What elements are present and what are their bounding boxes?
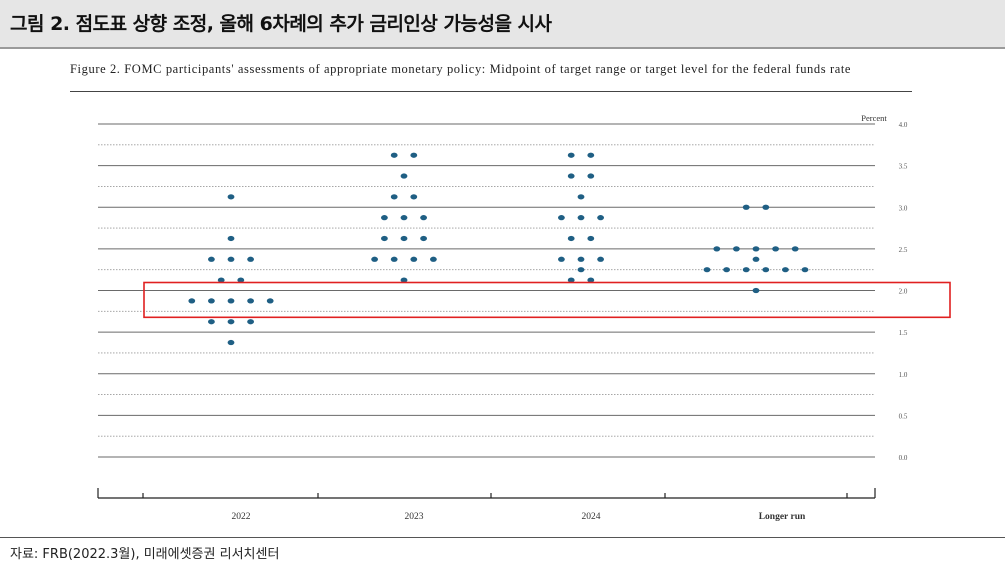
dot-mark [723,267,730,273]
dot-mark [597,256,604,262]
dot-mark [227,235,235,242]
dot-mark [217,277,225,283]
dot-mark [801,267,809,273]
dot-mark [577,215,585,221]
dot-mark [782,267,789,273]
dot-mark [577,256,585,262]
dot-mark [266,298,274,304]
dot-mark [567,235,575,242]
dot-mark [227,339,235,346]
dot-mark [587,277,595,283]
dot-mark [733,246,740,252]
dot-mark [752,256,760,262]
dot-mark [390,256,398,262]
dot-mark [390,152,398,158]
dot-mark [587,152,595,158]
dot-mark [247,298,255,304]
dot-mark [791,246,799,252]
dot-mark [742,204,750,210]
dot-mark [762,204,770,210]
dot-mark [227,319,235,325]
header-divider [0,47,1005,49]
y-tick-label: 3.0 [899,204,908,212]
dot-mark [227,256,235,262]
dot-mark [762,267,770,273]
page-title: 그림 2. 점도표 상향 조정, 올해 6차례의 추가 금리인상 가능성을 시사 [10,13,552,35]
y-tick-label: 3.5 [899,163,908,171]
dot-mark [772,246,779,252]
dot-mark [227,298,235,304]
dot-mark [208,298,215,304]
dot-mark [420,215,427,221]
x-category-label: 2023 [405,512,424,522]
dot-mark [410,152,418,158]
dot-mark [247,256,255,262]
dot-mark [371,256,378,262]
dot-plot-chart: 0.0 0.5 1.0 1.5 2.0 2.5 3.0 3.5 4.0 Percent 2022 20… [97,113,951,522]
dot-mark [577,267,585,273]
dot-mark [208,319,215,325]
dot-mark [410,256,418,262]
dot-mark [587,235,595,242]
dot-mark [420,235,427,242]
dot-mark [400,235,408,242]
dot-mark [400,277,408,283]
y-tick-label: 4.0 [899,121,908,129]
dot-mark [188,298,196,304]
dot-mark [381,235,388,242]
dot-mark [400,215,408,221]
dot-mark [752,287,760,294]
caption-underline [70,91,912,92]
dot-mark [430,256,437,262]
dot-mark [400,173,408,179]
dot-mark [390,194,398,200]
dot-mark [703,267,711,273]
dot-mark [237,277,245,283]
y-tick-label: 1.0 [899,371,908,379]
figure-caption: Figure 2. FOMC participants' assessments… [70,62,852,76]
dot-mark [567,277,575,283]
dot-mark [597,215,604,221]
footer-divider [0,537,1005,538]
x-category-label: 2024 [582,512,601,522]
y-tick-label: 2.5 [899,246,908,254]
dot-mark [752,246,760,252]
dot-mark [587,173,595,179]
source-note: 자료: FRB(2022.3월), 미래에셋증권 리서치센터 [10,547,280,562]
y-unit-label: Percent [861,113,887,123]
dot-mark [208,256,215,262]
dot-mark [713,246,721,252]
dot-mark [567,152,575,158]
dot-mark [567,173,575,179]
dot-mark [247,319,255,325]
dot-mark [410,194,418,200]
highlight-box [143,281,951,319]
dot-mark [742,267,750,273]
dot-mark [558,256,565,262]
dot-mark [558,215,565,221]
dot-mark [381,215,388,221]
header-band: 그림 2. 점도표 상향 조정, 올해 6차례의 추가 금리인상 가능성을 시사 [0,0,1005,47]
dot-mark [227,194,235,200]
y-tick-label: 0.5 [899,412,908,420]
y-tick-label: 2.0 [899,288,908,296]
y-tick-label: 0.0 [899,454,908,462]
dot-mark [577,194,585,200]
x-category-label: 2022 [232,512,251,522]
y-tick-label: 1.5 [899,329,908,337]
x-category-label: Longer run [759,512,806,522]
